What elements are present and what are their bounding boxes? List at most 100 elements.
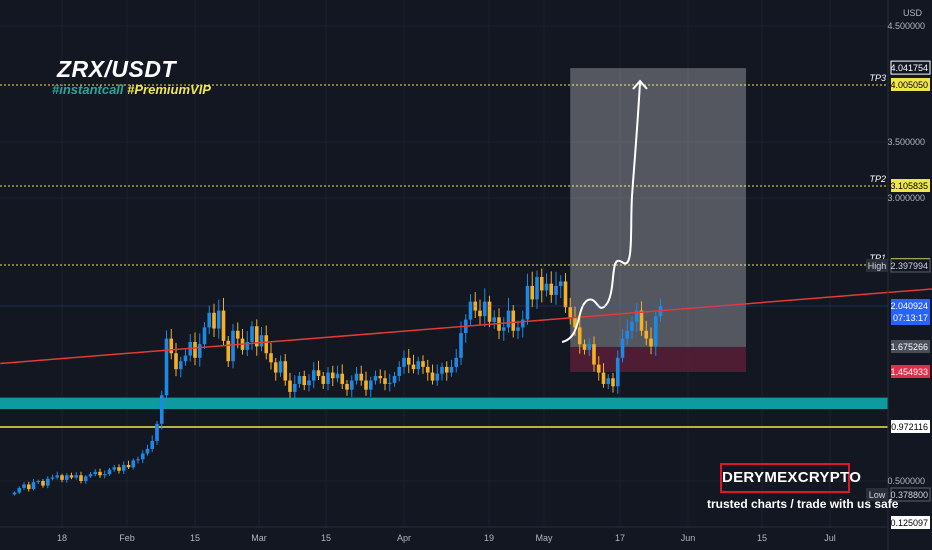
candle-body <box>340 373 345 384</box>
candle-body <box>183 355 188 362</box>
candle-body <box>501 327 506 331</box>
candle-body <box>26 484 31 490</box>
hashtags: #instantcall #PremiumVIP <box>52 82 211 97</box>
candle-body <box>563 281 568 308</box>
candle-body <box>36 481 41 483</box>
candle-body <box>606 378 611 384</box>
candle-body <box>98 471 102 476</box>
y-tick-label: 3.500000 <box>887 137 925 147</box>
candle-body <box>639 310 644 331</box>
projection-box <box>570 68 746 373</box>
candle-body <box>516 327 520 331</box>
label-tp3: 4.005050 <box>890 80 928 90</box>
tag-premiumvip: #PremiumVIP <box>127 82 211 97</box>
candle-body <box>216 310 221 329</box>
candle-body <box>615 357 620 387</box>
candle-body <box>231 330 235 362</box>
candle-body <box>12 492 17 495</box>
candle-body <box>55 475 60 478</box>
candle-body <box>577 327 582 345</box>
candle-body <box>212 312 216 329</box>
candle-body <box>411 364 416 370</box>
candle-body <box>406 357 411 365</box>
price-labels: 4.0417544.0050503.1058352.4041750.972116… <box>0 60 931 529</box>
projected-path-line <box>561 81 641 343</box>
candle-body <box>311 370 316 381</box>
candle-body <box>444 366 449 373</box>
candle-body <box>520 319 525 328</box>
candle-body <box>530 285 535 300</box>
candle-body <box>397 366 402 376</box>
trendline <box>0 288 932 365</box>
candle-body <box>31 482 36 490</box>
candle-body <box>159 395 164 424</box>
candle-body <box>330 372 335 379</box>
candle-body <box>155 423 159 441</box>
candlestick-series <box>12 268 663 496</box>
candle-body <box>60 475 64 480</box>
label-support-bg <box>891 419 930 433</box>
label-tp2: 3.105835 <box>890 181 928 191</box>
candle-body <box>539 276 544 291</box>
label-low-value: 0.378800 <box>890 490 928 500</box>
candle-body <box>202 327 207 345</box>
label-entry: 1.675266 <box>890 342 928 352</box>
candle-body <box>126 464 131 468</box>
candle-body <box>620 338 625 358</box>
tag-instantcall: #instantcall <box>52 82 124 97</box>
candle-body <box>178 361 183 370</box>
candle-body <box>596 364 601 373</box>
candle-body <box>50 477 55 479</box>
candle-body <box>383 378 387 384</box>
target-levels: TP3 TP2 TP1 <box>0 73 888 428</box>
x-tick-label: 15 <box>757 533 767 543</box>
x-tick-label: 17 <box>615 533 625 543</box>
candle-body <box>430 372 435 381</box>
candle-body <box>468 301 473 320</box>
stop-zone <box>570 346 746 373</box>
candle-body <box>292 383 297 392</box>
low-badge <box>866 488 888 501</box>
candle-body <box>554 285 558 295</box>
grid-lines <box>0 0 888 527</box>
candle-body <box>535 276 539 300</box>
candle-body <box>17 487 22 493</box>
candle-body <box>69 475 74 478</box>
candle-body <box>392 375 397 383</box>
candle-body <box>416 361 421 370</box>
candle-body <box>630 321 634 331</box>
candle-body <box>435 373 440 381</box>
candle-body <box>634 310 639 322</box>
x-tick-label: Jun <box>681 533 696 543</box>
candle-body <box>402 357 406 367</box>
x-tick-label: Apr <box>397 533 411 543</box>
label-low-value-bg <box>890 487 931 502</box>
candle-body <box>83 476 88 481</box>
y-tick-label: 4.500000 <box>887 21 925 31</box>
candle-body <box>164 338 169 396</box>
candle-body <box>573 317 577 328</box>
price-axis: 4.500000 3.500000 3.000000 0.500000 <box>887 0 925 550</box>
level-name-tp2: TP2 <box>869 174 886 184</box>
candle-body <box>582 344 587 350</box>
candle-body <box>335 373 340 379</box>
candle-body <box>421 361 425 367</box>
candle-body <box>193 341 197 358</box>
support-zone-band <box>0 397 888 410</box>
candle-body <box>368 380 373 390</box>
candle-body <box>121 464 126 471</box>
candle-body <box>226 340 231 362</box>
high-badge-text: High <box>868 261 887 271</box>
candle-body <box>364 380 368 390</box>
candle-body <box>558 281 563 286</box>
label-top-bg <box>890 60 931 75</box>
candle-body <box>22 484 26 488</box>
candle-body <box>478 310 482 317</box>
x-tick-label: Jul <box>824 533 836 543</box>
label-bottom-bg <box>891 516 930 529</box>
label-tp3-bg <box>891 77 930 91</box>
candle-body <box>354 373 359 381</box>
label-high-value: 2.397994 <box>890 261 928 271</box>
candle-body <box>112 467 117 470</box>
